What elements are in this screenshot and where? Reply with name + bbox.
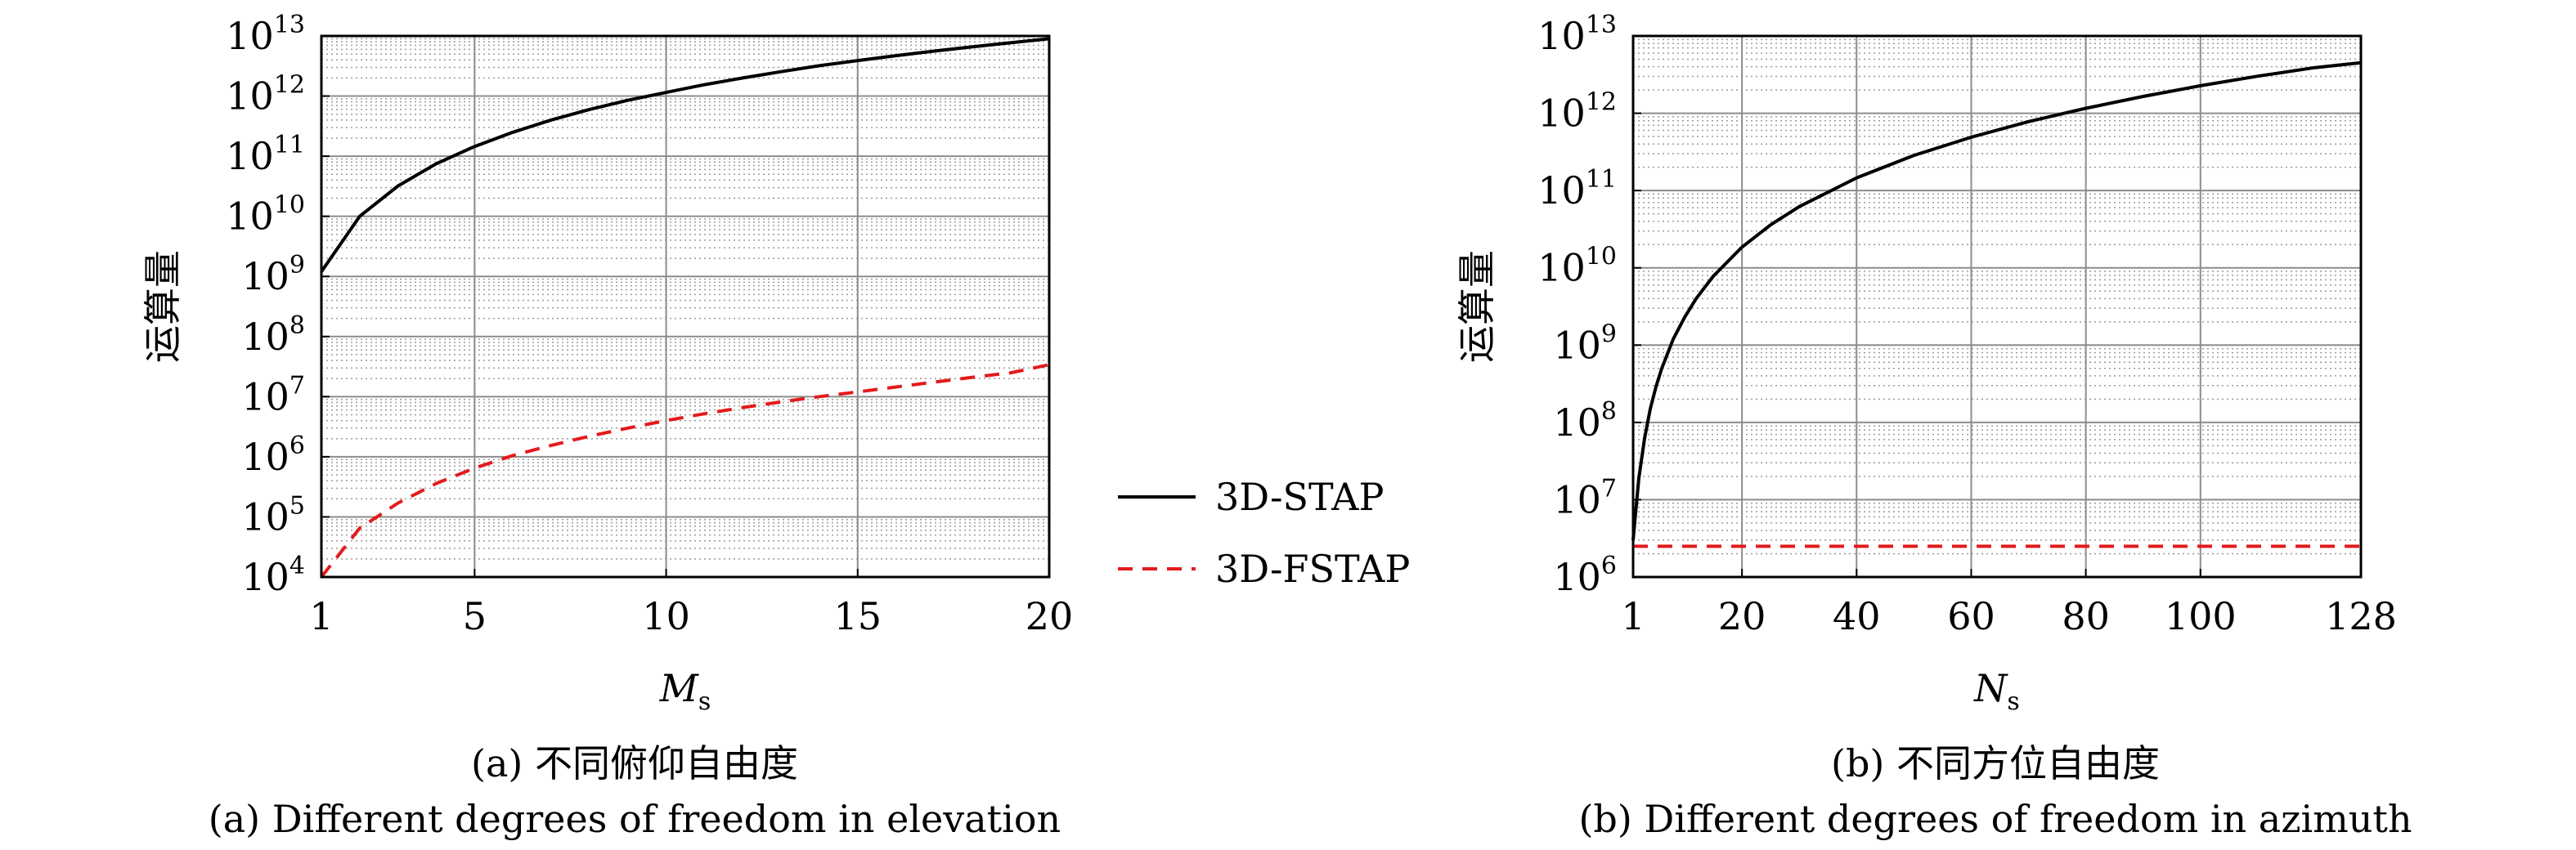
- panel-b-caption-en: (b) Different degrees of freedom in azim…: [1578, 797, 2412, 841]
- y-tick-label: 1013: [226, 11, 305, 58]
- y-tick-label: 1012: [226, 71, 305, 119]
- y-tick-label: 106: [241, 432, 305, 479]
- y-tick-label: 104: [241, 552, 305, 599]
- panel-a-caption-cn: (a) 不同俯仰自由度: [471, 741, 798, 785]
- panel-b-x-axis-symbol: N: [1973, 666, 2008, 710]
- series-line-3d-fstap: [320, 363, 1050, 579]
- panel-b-ticks: 106 107 108 109 1010 1011 1012 1013 1 20 40 60 80 100…: [1537, 11, 2397, 638]
- panel-a-series: [320, 37, 1050, 579]
- x-tick-label: 15: [834, 594, 882, 638]
- panel-b-plot-frame: [1631, 34, 2363, 579]
- y-tick-label: 106: [1553, 552, 1617, 599]
- y-tick-label: 108: [1553, 397, 1617, 445]
- y-tick-label: 1011: [1537, 165, 1617, 212]
- x-tick-label: 128: [2325, 594, 2397, 638]
- series-line-3d-stap: [1631, 60, 2362, 541]
- x-tick-label: 60: [1947, 594, 1995, 638]
- y-tick-label: 109: [241, 251, 305, 298]
- x-tick-label: 80: [2062, 594, 2110, 638]
- y-tick-label: 1010: [1537, 243, 1617, 290]
- panel-a-x-axis-symbol: M: [659, 666, 700, 710]
- panel-a-caption-en: (a) Different degrees of freedom in elev…: [209, 797, 1061, 841]
- panel-a-x-axis-subscript: s: [698, 687, 711, 716]
- y-tick-label: 105: [241, 491, 305, 539]
- panel-b-series: [1631, 60, 2362, 548]
- panel-b: 106 107 108 109 1010 1011 1012 1013 1 20 40 60 80 100…: [1455, 11, 2412, 841]
- x-tick-label: 10: [642, 594, 690, 638]
- panel-b-x-axis-subscript: s: [2007, 687, 2019, 716]
- panel-b-x-axis-label: Ns: [1973, 666, 2020, 716]
- x-tick-label: 5: [463, 594, 487, 638]
- panel-b-caption-cn: (b) 不同方位自由度: [1831, 741, 2160, 785]
- panel-a-grid: [321, 35, 1049, 578]
- panel-a-y-axis-label: 运算量: [141, 250, 185, 363]
- panel-a-plot-frame: [320, 34, 1051, 579]
- x-tick-label: 100: [2165, 594, 2237, 638]
- panel-b-y-axis-label: 运算量: [1455, 250, 1499, 363]
- y-tick-label: 1010: [226, 191, 305, 239]
- y-tick-label: 107: [1553, 474, 1617, 521]
- y-tick-label: 1012: [1537, 88, 1617, 136]
- panel-a-x-axis-label: Ms: [659, 666, 711, 716]
- x-tick-label: 1: [1621, 594, 1645, 638]
- y-tick-label: 109: [1553, 320, 1617, 367]
- series-line-3d-stap: [320, 37, 1050, 273]
- y-tick-label: 107: [241, 371, 305, 418]
- x-tick-label: 20: [1718, 594, 1766, 638]
- y-tick-label: 1013: [1537, 11, 1617, 58]
- x-tick-label: 40: [1833, 594, 1881, 638]
- x-tick-label: 20: [1025, 594, 1074, 638]
- legend: 3D-STAP 3D-FSTAP: [1118, 475, 1410, 591]
- y-tick-label: 1011: [226, 131, 305, 178]
- legend-label-3d-fstap: 3D-FSTAP: [1215, 547, 1410, 591]
- legend-label-3d-stap: 3D-STAP: [1215, 475, 1384, 519]
- y-tick-label: 108: [241, 311, 305, 359]
- panel-b-grid: [1633, 35, 2361, 578]
- x-tick-label: 1: [309, 594, 333, 638]
